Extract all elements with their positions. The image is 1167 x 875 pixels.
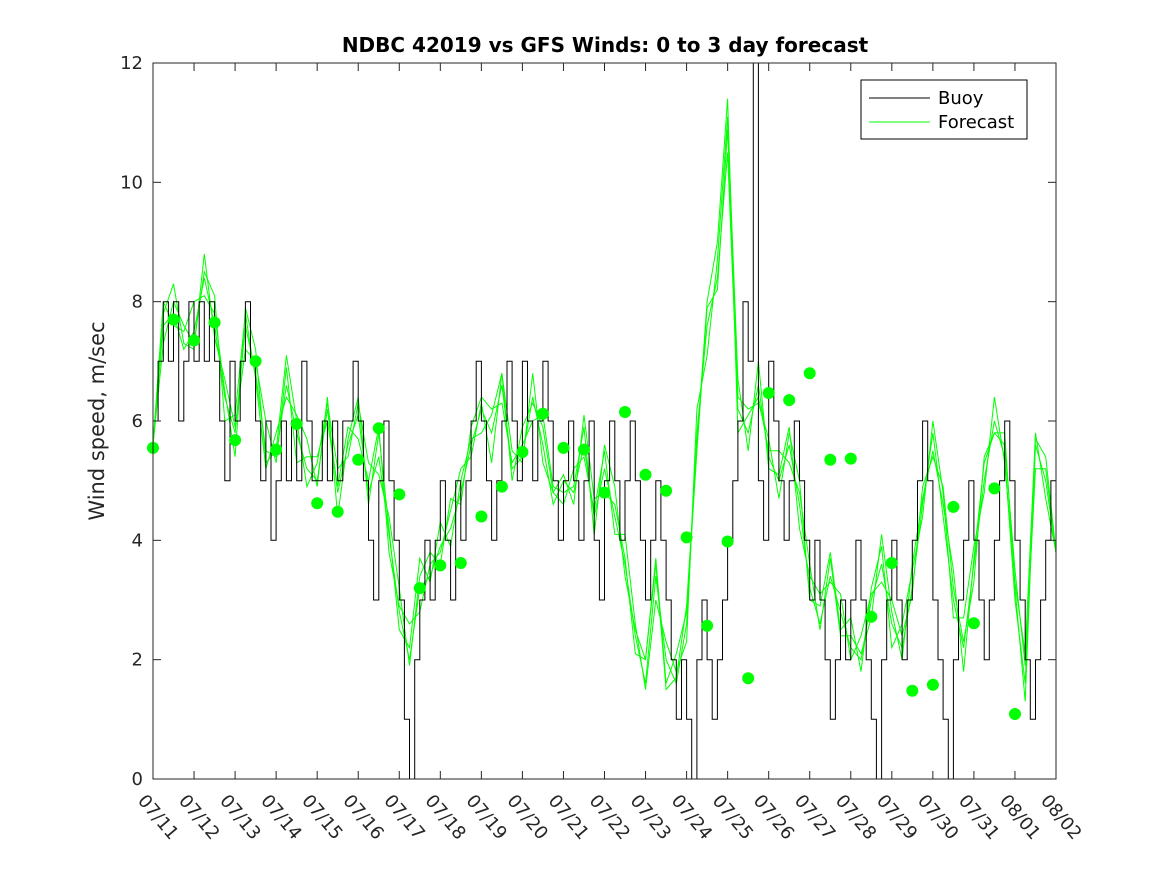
legend-label-buoy: Buoy — [938, 88, 984, 109]
forecast-marker — [229, 434, 242, 447]
y-tick-label: 6 — [132, 411, 143, 432]
forecast-marker — [844, 452, 857, 465]
plot-area — [152, 62, 1057, 780]
forecast-marker — [865, 610, 878, 623]
forecast-marker — [188, 334, 200, 347]
forecast-marker — [578, 443, 590, 456]
forecast-marker — [926, 678, 939, 691]
y-tick-label: 4 — [132, 530, 143, 551]
forecast-marker — [331, 505, 344, 518]
forecast-series-line-2 — [152, 116, 1057, 690]
y-tick-label: 8 — [132, 292, 143, 313]
forecast-marker — [639, 468, 652, 481]
forecast-marker — [290, 418, 303, 430]
forecast-marker — [660, 484, 673, 497]
forecast-marker — [557, 441, 570, 454]
forecast-marker — [742, 672, 755, 685]
y-axis-label: Wind speed, m/sec — [85, 321, 109, 520]
forecast-marker — [988, 482, 1001, 495]
legend-label-forecast: Forecast — [938, 112, 1014, 133]
forecast-marker — [721, 535, 734, 548]
forecast-marker — [824, 453, 837, 466]
plot-frame — [152, 62, 1057, 780]
forecast-marker — [762, 387, 775, 399]
y-tick-label: 10 — [120, 172, 143, 193]
forecast-marker — [598, 486, 611, 499]
forecast-marker — [885, 557, 898, 569]
forecast-marker — [352, 453, 365, 466]
forecast-marker — [495, 480, 508, 493]
chart-title: NDBC 42019 vs GFS Winds: 0 to 3 day fore… — [342, 33, 869, 57]
legend-box — [860, 79, 1028, 140]
forecast-marker — [208, 316, 221, 329]
legend: Buoy Forecast — [860, 79, 1028, 140]
forecast-marker — [434, 559, 447, 572]
forecast-marker — [249, 355, 262, 368]
forecast-marker — [413, 582, 426, 595]
forecast-marker — [536, 407, 549, 420]
forecast-marker — [454, 557, 467, 569]
forecast-marker — [270, 443, 283, 456]
forecast-marker — [167, 313, 180, 326]
forecast-marker — [372, 422, 385, 435]
forecast-marker — [803, 367, 816, 380]
buoy-series-line — [153, 62, 1056, 780]
forecast-series-line-3 — [152, 128, 1057, 684]
forecast-marker — [680, 531, 693, 544]
forecast-marker — [311, 497, 324, 510]
forecast-marker — [783, 394, 796, 407]
forecast-marker — [947, 500, 960, 513]
forecast-marker — [393, 488, 406, 501]
forecast-marker — [475, 510, 488, 523]
forecast-marker — [1009, 708, 1021, 720]
y-tick-label: 12 — [120, 53, 143, 74]
forecast-marker — [906, 684, 919, 697]
y-tick-label: 0 — [132, 769, 143, 790]
forecast-marker — [701, 619, 714, 632]
data-layer — [147, 62, 1057, 780]
forecast-marker — [619, 406, 631, 418]
y-tick-label: 2 — [132, 650, 143, 671]
forecast-marker — [967, 617, 980, 630]
forecast-marker — [516, 446, 529, 458]
